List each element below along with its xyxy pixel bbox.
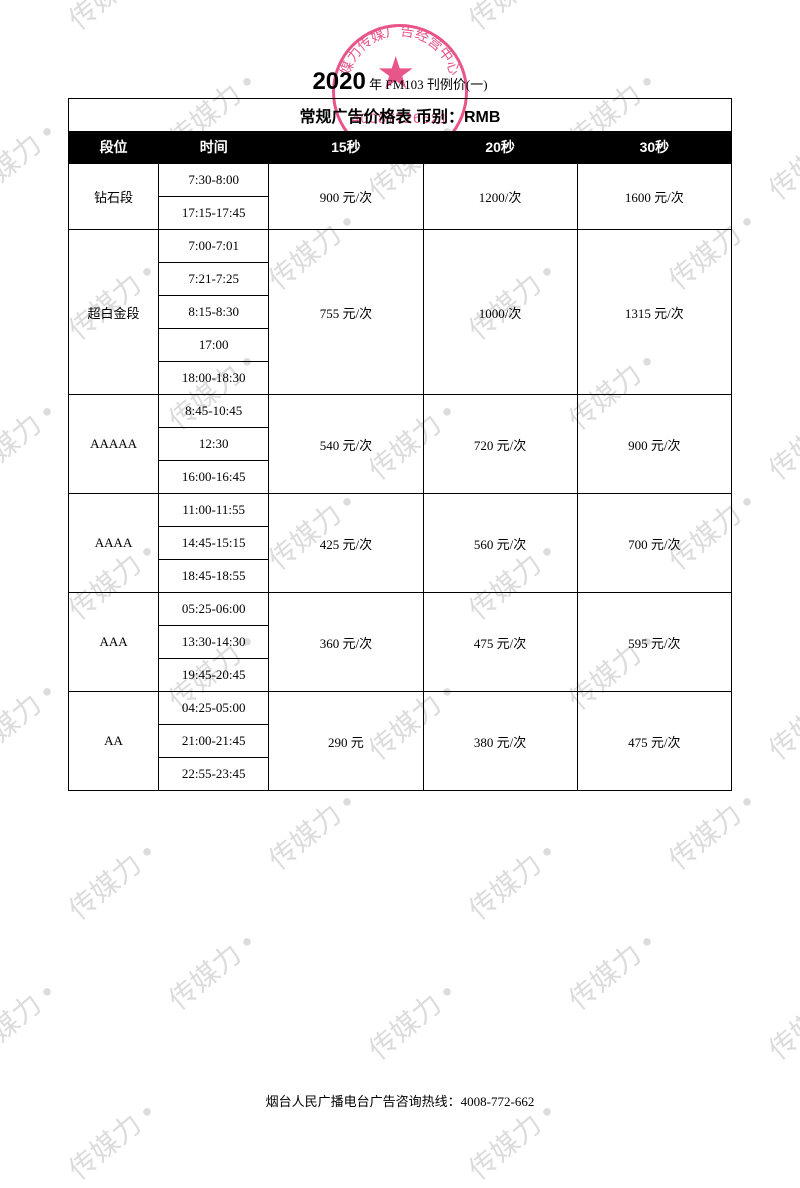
watermark-text: 传媒力 • xyxy=(659,782,763,878)
price-cell: 290 元 xyxy=(269,692,423,791)
price-cell: 360 元/次 xyxy=(269,593,423,692)
watermark-text: 传媒力 • xyxy=(259,782,363,878)
time-cell: 12:30 xyxy=(159,428,269,461)
table-header-row: 段位 时间 15秒 20秒 30秒 xyxy=(69,131,732,164)
price-cell: 475 元/次 xyxy=(423,593,577,692)
watermark-text: 传媒力 • xyxy=(0,972,63,1068)
col-15s: 15秒 xyxy=(269,131,423,164)
time-cell: 7:00-7:01 xyxy=(159,230,269,263)
price-cell: 475 元/次 xyxy=(577,692,731,791)
price-cell: 720 元/次 xyxy=(423,395,577,494)
price-table: 常规广告价格表 币别：RMB 段位 时间 15秒 20秒 30秒 钻石段7:30… xyxy=(68,98,732,791)
time-cell: 05:25-06:00 xyxy=(159,593,269,626)
col-tier: 段位 xyxy=(69,131,159,164)
table-row: AAAAA8:45-10:45540 元/次720 元/次900 元/次 xyxy=(69,395,732,428)
price-cell: 1315 元/次 xyxy=(577,230,731,395)
tier-cell: 钻石段 xyxy=(69,164,159,230)
table-row: AA04:25-05:00290 元380 元/次475 元/次 xyxy=(69,692,732,725)
table-caption: 常规广告价格表 币别：RMB xyxy=(68,98,732,131)
watermark-text: 传媒力 • xyxy=(159,922,263,1018)
time-cell: 7:21-7:25 xyxy=(159,263,269,296)
col-time: 时间 xyxy=(159,131,269,164)
price-cell: 900 元/次 xyxy=(269,164,423,230)
title-suffix: 年 FM103 刊例价(一) xyxy=(366,77,488,92)
tier-cell: AA xyxy=(69,692,159,791)
time-cell: 13:30-14:30 xyxy=(159,626,269,659)
col-30s: 30秒 xyxy=(577,131,731,164)
price-cell: 425 元/次 xyxy=(269,494,423,593)
time-cell: 18:45-18:55 xyxy=(159,560,269,593)
watermark-text: 传媒力 • xyxy=(0,672,63,768)
table-row: AAAA11:00-11:55425 元/次560 元/次700 元/次 xyxy=(69,494,732,527)
time-cell: 17:15-17:45 xyxy=(159,197,269,230)
watermark-text: 传媒力 • xyxy=(0,112,63,208)
footer-hotline: 烟台人民广播电台广告咨询热线：4008-772-662 xyxy=(0,1091,800,1110)
price-cell: 1600 元/次 xyxy=(577,164,731,230)
col-20s: 20秒 xyxy=(423,131,577,164)
watermark-text: 传媒力 • xyxy=(759,392,800,488)
title-year: 2020 xyxy=(312,68,365,95)
watermark-text: 传媒力 • xyxy=(759,972,800,1068)
price-cell: 540 元/次 xyxy=(269,395,423,494)
time-cell: 19:45-20:45 xyxy=(159,659,269,692)
table-row: 超白金段7:00-7:01755 元/次1000/次1315 元/次 xyxy=(69,230,732,263)
time-cell: 18:00-18:30 xyxy=(159,362,269,395)
watermark-text: 传媒力 • xyxy=(59,832,163,928)
time-cell: 8:15-8:30 xyxy=(159,296,269,329)
tier-cell: AAAAA xyxy=(69,395,159,494)
price-cell: 755 元/次 xyxy=(269,230,423,395)
price-cell: 1000/次 xyxy=(423,230,577,395)
time-cell: 14:45-15:15 xyxy=(159,527,269,560)
price-cell: 900 元/次 xyxy=(577,395,731,494)
watermark-text: 传媒力 • xyxy=(459,0,563,38)
time-cell: 11:00-11:55 xyxy=(159,494,269,527)
tier-cell: AAAA xyxy=(69,494,159,593)
document-body: 2020 年 FM103 刊例价(一) 常规广告价格表 币别：RMB 段位 时间… xyxy=(68,68,732,791)
time-cell: 8:45-10:45 xyxy=(159,395,269,428)
watermark-text: 传媒力 • xyxy=(359,972,463,1068)
time-cell: 17:00 xyxy=(159,329,269,362)
time-cell: 21:00-21:45 xyxy=(159,725,269,758)
price-cell: 595 元/次 xyxy=(577,593,731,692)
price-cell: 560 元/次 xyxy=(423,494,577,593)
time-cell: 7:30-8:00 xyxy=(159,164,269,197)
table-row: 钻石段7:30-8:00900 元/次1200/次1600 元/次 xyxy=(69,164,732,197)
time-cell: 04:25-05:00 xyxy=(159,692,269,725)
price-cell: 1200/次 xyxy=(423,164,577,230)
table-row: AAA05:25-06:00360 元/次475 元/次595 元/次 xyxy=(69,593,732,626)
price-cell: 700 元/次 xyxy=(577,494,731,593)
watermark-text: 传媒力 • xyxy=(0,392,63,488)
page-title: 2020 年 FM103 刊例价(一) xyxy=(68,68,732,96)
price-cell: 380 元/次 xyxy=(423,692,577,791)
watermark-text: 传媒力 • xyxy=(559,922,663,1018)
watermark-text: 传媒力 • xyxy=(759,112,800,208)
tier-cell: AAA xyxy=(69,593,159,692)
watermark-text: 传媒力 • xyxy=(459,832,563,928)
table-body: 钻石段7:30-8:00900 元/次1200/次1600 元/次17:15-1… xyxy=(69,164,732,791)
tier-cell: 超白金段 xyxy=(69,230,159,395)
watermark-text: 传媒力 • xyxy=(59,0,163,38)
watermark-text: 传媒力 • xyxy=(759,672,800,768)
time-cell: 22:55-23:45 xyxy=(159,758,269,791)
time-cell: 16:00-16:45 xyxy=(159,461,269,494)
